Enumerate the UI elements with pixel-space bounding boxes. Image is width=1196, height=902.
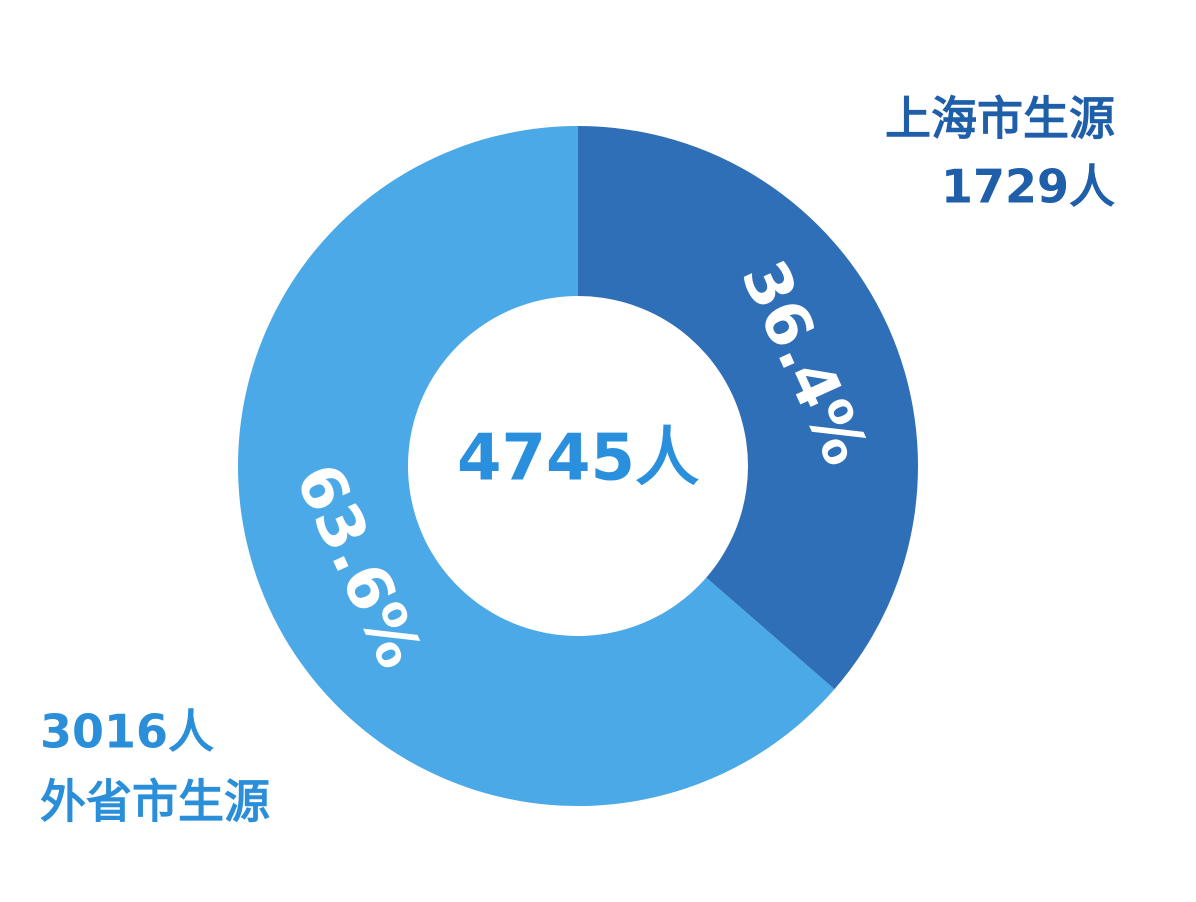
center-label: 4745人 [457, 422, 699, 496]
wedge [578, 126, 918, 690]
wedge [238, 126, 835, 806]
count-label: 3016人 [40, 705, 214, 759]
donut [238, 126, 918, 806]
category-label: 外省市生源 [40, 775, 270, 829]
category-label: 上海市生源 [885, 92, 1115, 146]
count-label: 1729人 [941, 160, 1115, 214]
